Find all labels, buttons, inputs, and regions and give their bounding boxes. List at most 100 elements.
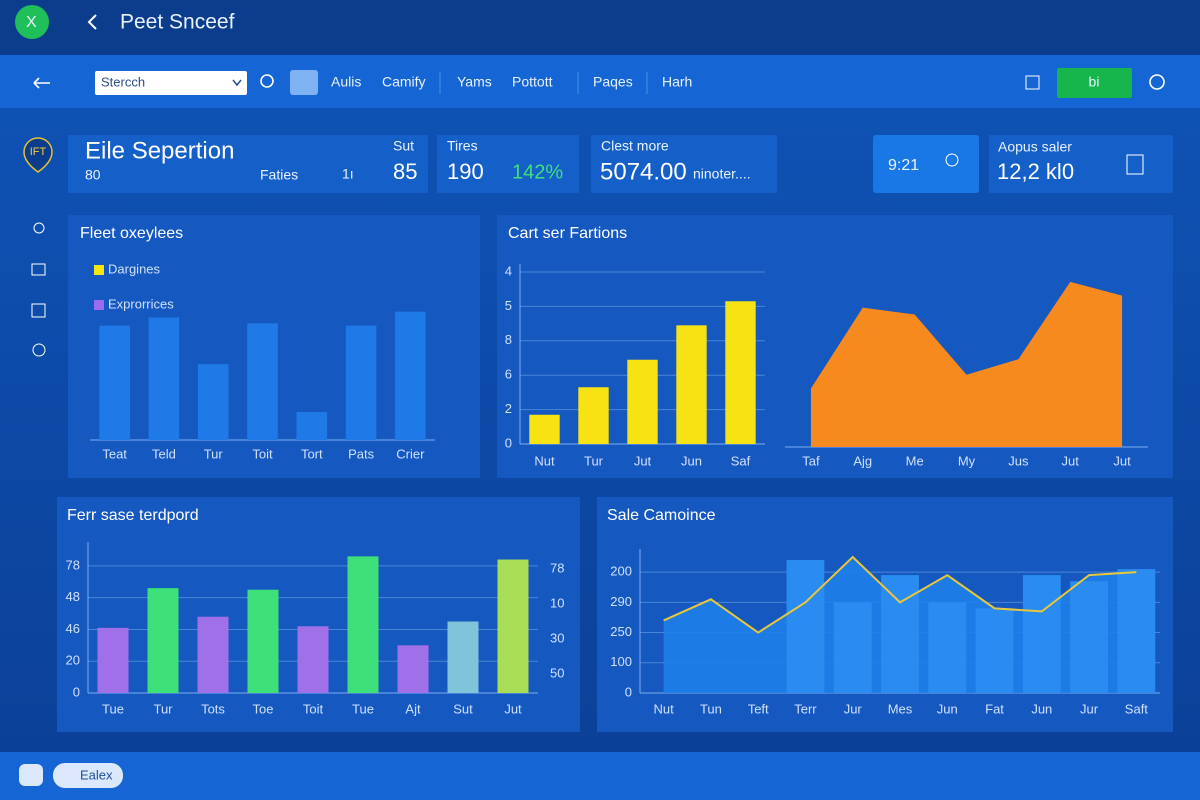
- kpi-mid: 1ı: [342, 166, 354, 182]
- grid-button[interactable]: [19, 764, 43, 786]
- bar: [97, 627, 129, 693]
- bar: [345, 325, 377, 440]
- x-tick-label: Tur: [584, 453, 604, 468]
- toolbar-item[interactable]: Pottott: [512, 74, 553, 90]
- bar: [197, 364, 229, 440]
- action-button-label: bi: [1089, 74, 1100, 90]
- search-icon[interactable]: [260, 74, 274, 88]
- bar: [529, 414, 560, 444]
- search-text: Stercch: [101, 74, 145, 89]
- x-tick-label: Fat: [985, 701, 1004, 716]
- y-tick-label: 8: [505, 332, 512, 347]
- toolbar-item[interactable]: Camify: [382, 74, 426, 90]
- x-tick-label: Terr: [794, 701, 817, 716]
- bar: [395, 311, 426, 440]
- y-tick-label: 6: [505, 367, 512, 382]
- bar: [497, 559, 529, 693]
- x-tick-label: Mes: [888, 701, 913, 716]
- action-button[interactable]: [1057, 68, 1132, 98]
- chart-title: Sale Camoince: [607, 507, 716, 524]
- legend-swatch: [94, 300, 104, 310]
- search-select[interactable]: [95, 71, 247, 95]
- menu-icon[interactable]: [33, 77, 50, 89]
- y-tick-label: 5: [505, 298, 512, 313]
- x-tick-label: Me: [906, 453, 924, 468]
- kpi-value: 5074.00: [600, 158, 687, 185]
- y-tick-label: 0: [505, 435, 512, 450]
- logo-text: IFT: [30, 146, 47, 158]
- kpi-title: Aopus saler: [998, 139, 1072, 155]
- tag-icon[interactable]: [31, 263, 46, 276]
- toolbar-item[interactable]: Paqes: [593, 74, 633, 90]
- chart-title: Ferr sase terdpord: [67, 507, 199, 524]
- y2-tick-label: 30: [550, 630, 564, 645]
- line: [663, 555, 1137, 634]
- settings-icon[interactable]: [1149, 74, 1165, 90]
- kpi-card: [591, 135, 777, 193]
- kpi-card: [437, 135, 579, 193]
- x-tick-label: Tun: [700, 701, 722, 716]
- y-tick-label: 0: [625, 684, 632, 699]
- x-tick-label: Jur: [844, 701, 863, 716]
- x-tick-label: Teld: [152, 446, 176, 461]
- user-icon[interactable]: [33, 222, 45, 234]
- x-tick-label: Jut: [1062, 453, 1080, 468]
- bar: [676, 325, 707, 444]
- edit-button-label: Ealex: [80, 767, 113, 782]
- bar: [99, 325, 130, 440]
- list-icon[interactable]: [31, 303, 46, 318]
- x-tick-label: Jut: [634, 453, 652, 468]
- x-tick-label: Jun: [937, 701, 958, 716]
- x-tick-label: Crier: [396, 446, 425, 461]
- export-icon[interactable]: [1025, 75, 1040, 90]
- x-tick-label: Tue: [102, 701, 124, 716]
- bar: [725, 301, 756, 444]
- edit-button[interactable]: [53, 763, 123, 788]
- x-tick-label: Saf: [731, 453, 751, 468]
- kpi-label: Faties: [260, 167, 298, 183]
- x-tick-label: Tur: [153, 701, 173, 716]
- x-tick-label: Jut: [1113, 453, 1131, 468]
- bar: [786, 560, 825, 693]
- x-tick-label: Tue: [352, 701, 374, 716]
- close-button[interactable]: [15, 5, 49, 39]
- y-tick-label: 20: [66, 653, 80, 668]
- y-tick-label: 250: [610, 624, 632, 639]
- legend-swatch: [94, 265, 104, 275]
- bar: [1022, 575, 1061, 693]
- bar: [627, 359, 658, 444]
- x-tick-label: Saft: [1125, 701, 1149, 716]
- x-tick-label: Tur: [204, 446, 224, 461]
- toolbar-item[interactable]: Harh: [662, 74, 692, 90]
- y-tick-label: 0: [73, 684, 80, 699]
- x-tick-label: Tots: [201, 701, 225, 716]
- header-bar: [0, 0, 1200, 55]
- x-tick-label: Taf: [802, 453, 820, 468]
- y-tick-label: 100: [610, 654, 632, 669]
- x-tick-label: Ajt: [405, 701, 421, 716]
- toolbar-item[interactable]: Aulis: [331, 74, 361, 90]
- chart-title: Cart ser Fartions: [508, 225, 627, 242]
- x-tick-label: Jun: [681, 453, 702, 468]
- y-tick-label: 290: [610, 594, 632, 609]
- back-icon[interactable]: [87, 14, 97, 30]
- bar: [197, 616, 229, 693]
- y-tick-label: 2: [505, 401, 512, 416]
- filter-button[interactable]: [290, 70, 318, 95]
- kpi-note: ninoter....: [693, 166, 751, 182]
- x-tick-label: Jus: [1008, 453, 1029, 468]
- page-title: Peet Snceef: [120, 11, 235, 34]
- toolbar-item[interactable]: Yams: [457, 74, 492, 90]
- x-tick-label: Tort: [301, 446, 323, 461]
- y2-tick-label: 50: [550, 665, 564, 680]
- x-tick-label: Jur: [1080, 701, 1099, 716]
- kpi-card: [989, 135, 1173, 193]
- y-tick-label: 46: [66, 621, 80, 636]
- bar: [297, 626, 329, 693]
- legend-label: Exprorrices: [108, 296, 174, 311]
- x-tick-label: Ajg: [853, 453, 872, 468]
- clock-icon[interactable]: [32, 343, 46, 357]
- bar: [397, 645, 429, 693]
